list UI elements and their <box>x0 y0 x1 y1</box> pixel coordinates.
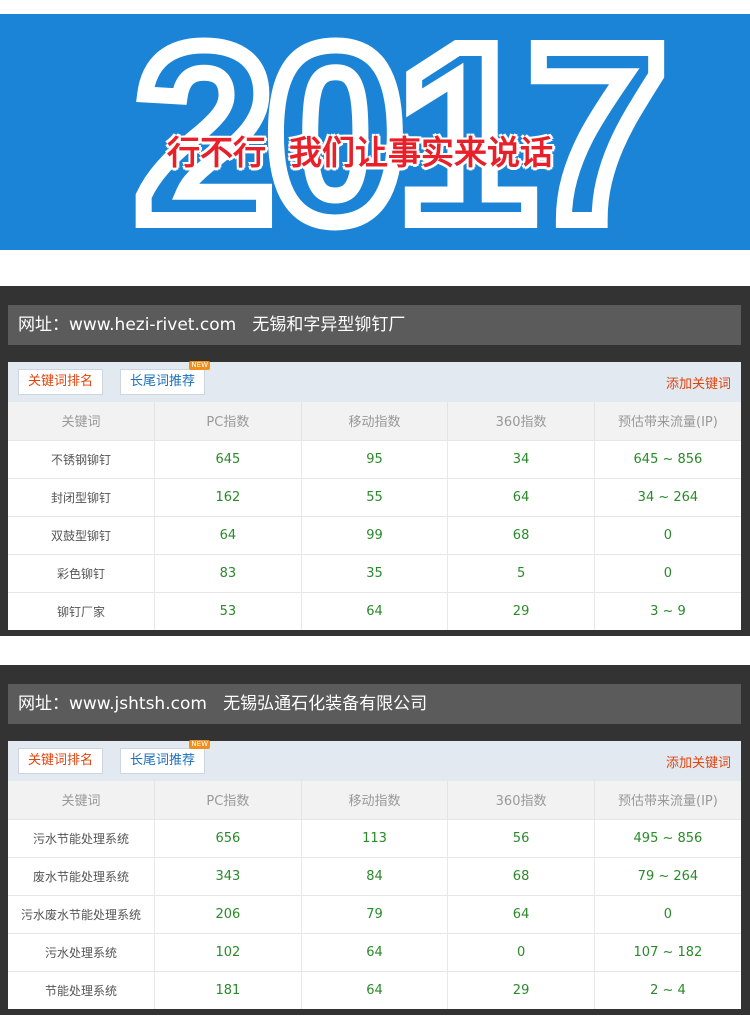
table-row: 彩色铆钉 83 35 5 0 <box>8 553 741 592</box>
value-cell: 2 ~ 4 <box>594 970 741 1009</box>
value-cell: 102 <box>154 932 302 971</box>
keyword-cell: 彩色铆钉 <box>8 553 156 592</box>
value-cell: 68 <box>447 515 595 554</box>
value-cell: 107 ~ 182 <box>594 932 741 971</box>
value-cell: 95 <box>301 439 449 478</box>
add-keyword-link[interactable]: 添加关键词 <box>665 377 731 392</box>
table-row: 污水节能处理系统 656 113 56 495 ~ 856 <box>8 818 741 857</box>
value-cell: 3 ~ 9 <box>594 591 741 630</box>
value-cell: 495 ~ 856 <box>594 818 741 857</box>
column-header: PC指数 <box>154 781 302 819</box>
value-cell: 56 <box>447 818 595 857</box>
keyword-cell: 不锈钢铆钉 <box>8 439 156 478</box>
value-cell: 34 <box>447 439 595 478</box>
value-cell: 35 <box>301 553 449 592</box>
new-badge: NEW <box>189 361 211 370</box>
value-cell: 64 <box>447 894 595 933</box>
value-cell: 29 <box>447 591 595 630</box>
site-section: 网址：www.hezi-rivet.com 无锡和字异型铆钉厂 关键词排名 长尾… <box>0 286 750 636</box>
tab-label: 长尾词推荐 <box>130 753 196 768</box>
banner-year: 2017 <box>127 14 675 250</box>
keyword-cell: 污水废水节能处理系统 <box>8 894 156 933</box>
value-cell: 53 <box>154 591 302 630</box>
value-cell: 55 <box>301 477 449 516</box>
value-cell: 113 <box>301 818 449 857</box>
table-header: 关键词 PC指数 移动指数 360指数 预估带来流量(IP) <box>8 402 741 440</box>
value-cell: 79 ~ 264 <box>594 856 741 895</box>
value-cell: 64 <box>301 932 449 971</box>
keyword-cell: 铆钉厂家 <box>8 591 156 630</box>
banner-slogan: 行不行 我们让事实来说话 <box>167 133 553 172</box>
promo-banner: 2017 行不行 我们让事实来说话 <box>0 14 750 250</box>
value-cell: 162 <box>154 477 302 516</box>
value-cell: 64 <box>154 515 302 554</box>
value-cell: 656 <box>154 818 302 857</box>
keyword-table: 关键词 PC指数 移动指数 360指数 预估带来流量(IP) 不锈钢铆钉 645 95 34 64… <box>8 402 741 630</box>
column-header: 360指数 <box>447 781 595 819</box>
value-cell: 83 <box>154 553 302 592</box>
value-cell: 645 ~ 856 <box>594 439 741 478</box>
tab-keyword-ranking[interactable]: 关键词排名 <box>18 369 104 395</box>
column-header: 360指数 <box>447 402 595 440</box>
table-row: 节能处理系统 181 64 29 2 ~ 4 <box>8 970 741 1009</box>
table-row: 双鼓型铆钉 64 99 68 0 <box>8 515 741 554</box>
value-cell: 0 <box>594 553 741 592</box>
keyword-card: 关键词排名 长尾词推荐 NEW 添加关键词 关键词 PC指数 移动指数 360指数 预估带… <box>8 361 741 630</box>
keyword-cell: 封闭型铆钉 <box>8 477 156 516</box>
column-header: 关键词 <box>8 402 156 440</box>
add-keyword-link[interactable]: 添加关键词 <box>665 756 731 771</box>
value-cell: 5 <box>447 553 595 592</box>
value-cell: 343 <box>154 856 302 895</box>
column-header: 预估带来流量(IP) <box>594 402 741 440</box>
column-header: 关键词 <box>8 781 156 819</box>
value-cell: 34 ~ 264 <box>594 477 741 516</box>
value-cell: 64 <box>447 477 595 516</box>
table-row: 铆钉厂家 53 64 29 3 ~ 9 <box>8 591 741 630</box>
value-cell: 181 <box>154 970 302 1009</box>
tab-keyword-ranking[interactable]: 关键词排名 <box>18 748 104 774</box>
site-section: 网址：www.jshtsh.com 无锡弘通石化装备有限公司 关键词排名 长尾词… <box>0 665 750 1015</box>
value-cell: 29 <box>447 970 595 1009</box>
keyword-table: 关键词 PC指数 移动指数 360指数 预估带来流量(IP) 污水节能处理系统 656 113… <box>8 781 741 1009</box>
table-row: 污水处理系统 102 64 0 107 ~ 182 <box>8 932 741 971</box>
value-cell: 0 <box>594 894 741 933</box>
value-cell: 99 <box>301 515 449 554</box>
keyword-cell: 污水节能处理系统 <box>8 818 156 857</box>
table-row: 污水废水节能处理系统 206 79 64 0 <box>8 894 741 933</box>
value-cell: 206 <box>154 894 302 933</box>
site-title: 网址：www.jshtsh.com 无锡弘通石化装备有限公司 <box>8 684 741 724</box>
value-cell: 645 <box>154 439 302 478</box>
column-header: PC指数 <box>154 402 302 440</box>
column-header: 移动指数 <box>301 402 449 440</box>
value-cell: 84 <box>301 856 449 895</box>
keyword-cell: 节能处理系统 <box>8 970 156 1009</box>
value-cell: 79 <box>301 894 449 933</box>
column-header: 移动指数 <box>301 781 449 819</box>
tab-long-tail[interactable]: 长尾词推荐 NEW <box>120 740 211 774</box>
new-badge: NEW <box>189 740 211 749</box>
tab-label: 长尾词推荐 <box>130 374 196 389</box>
card-toolbar: 关键词排名 长尾词推荐 NEW 添加关键词 <box>8 361 741 402</box>
tab-label: 关键词排名 <box>28 374 94 389</box>
value-cell: 0 <box>447 932 595 971</box>
column-header: 预估带来流量(IP) <box>594 781 741 819</box>
value-cell: 64 <box>301 591 449 630</box>
table-row: 不锈钢铆钉 645 95 34 645 ~ 856 <box>8 439 741 478</box>
card-toolbar: 关键词排名 长尾词推荐 NEW 添加关键词 <box>8 740 741 781</box>
table-row: 废水节能处理系统 343 84 68 79 ~ 264 <box>8 856 741 895</box>
tab-label: 关键词排名 <box>28 753 94 768</box>
keyword-cell: 双鼓型铆钉 <box>8 515 156 554</box>
tab-long-tail[interactable]: 长尾词推荐 NEW <box>120 361 211 395</box>
keyword-cell: 废水节能处理系统 <box>8 856 156 895</box>
value-cell: 68 <box>447 856 595 895</box>
table-header: 关键词 PC指数 移动指数 360指数 预估带来流量(IP) <box>8 781 741 819</box>
keyword-cell: 污水处理系统 <box>8 932 156 971</box>
value-cell: 0 <box>594 515 741 554</box>
table-row: 封闭型铆钉 162 55 64 34 ~ 264 <box>8 477 741 516</box>
keyword-card: 关键词排名 长尾词推荐 NEW 添加关键词 关键词 PC指数 移动指数 360指数 预估带… <box>8 740 741 1009</box>
site-title: 网址：www.hezi-rivet.com 无锡和字异型铆钉厂 <box>8 305 741 345</box>
value-cell: 64 <box>301 970 449 1009</box>
